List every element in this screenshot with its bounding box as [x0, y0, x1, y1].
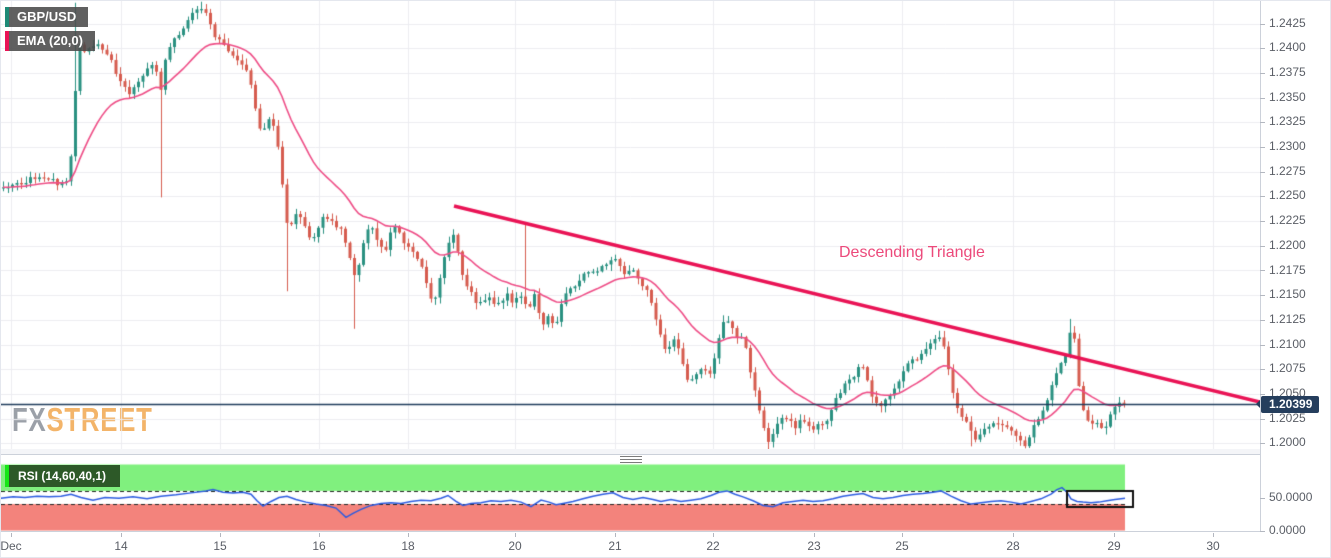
- price-axis-label: 1.2225: [1269, 213, 1306, 228]
- time-axis-tick: [1013, 533, 1014, 537]
- price-axis-label: 1.2300: [1269, 139, 1306, 153]
- price-axis-tick: [1260, 419, 1265, 420]
- rsi-axis-label: 0.0000: [1269, 522, 1306, 537]
- time-axis-tick: [11, 533, 12, 537]
- price-axis-label: 1.2075: [1269, 361, 1306, 376]
- price-axis-tick: [1260, 443, 1265, 444]
- rsi-legend-chip[interactable]: RSI (14,60,40,1): [5, 465, 121, 487]
- price-axis-label: 1.2175: [1269, 262, 1306, 277]
- rsi-axis-label: 50.0000: [1269, 489, 1313, 504]
- price-axis-label: 1.2275: [1269, 163, 1306, 178]
- rsi-indicator-canvas[interactable]: [1, 463, 1260, 532]
- price-axis-tick: [1260, 221, 1265, 222]
- price-axis-label: 1.2100: [1269, 336, 1306, 351]
- price-axis-label: 1.2375: [1269, 64, 1306, 79]
- time-axis-label: 21: [608, 539, 622, 553]
- price-axis-label: 1.2250: [1269, 188, 1306, 203]
- price-axis-label: 1.2125: [1269, 311, 1306, 326]
- time-axis-label: 23: [807, 539, 821, 553]
- time-axis-tick: [121, 533, 122, 537]
- time-axis-tick: [902, 533, 903, 537]
- time-axis-tick: [319, 533, 320, 537]
- time-axis-label: 15: [213, 539, 227, 553]
- price-axis-tick: [1260, 345, 1265, 346]
- price-axis-tick: [1260, 295, 1265, 296]
- time-axis-tick: [1213, 533, 1214, 537]
- price-axis-tick: [1260, 172, 1265, 173]
- time-axis-label: 30: [1206, 539, 1220, 553]
- price-axis-tick: [1260, 48, 1265, 49]
- price-axis-tick: [1260, 270, 1265, 271]
- price-axis-label: 1.2150: [1269, 287, 1306, 302]
- price-axis-tick: [1260, 98, 1265, 99]
- price-axis-tick: [1260, 122, 1265, 123]
- price-axis-tick: [1260, 369, 1265, 370]
- time-axis-tick: [713, 533, 714, 537]
- price-axis-tick: [1260, 24, 1265, 25]
- rsi-axis-tick: [1260, 531, 1265, 532]
- pane-divider: [1, 449, 1260, 455]
- time-axis-label: 22: [706, 539, 720, 553]
- time-axis-label: 28: [1006, 539, 1020, 553]
- time-axis-label: 29: [1107, 539, 1121, 553]
- price-axis-tick: [1260, 147, 1265, 148]
- time-axis-label: 16: [312, 539, 326, 553]
- descending-triangle-annotation[interactable]: Descending Triangle: [839, 244, 985, 261]
- price-axis-tick: [1260, 394, 1265, 395]
- price-axis-label: 1.2200: [1269, 237, 1306, 252]
- time-axis-label: Dec: [0, 539, 22, 553]
- time-axis-tick: [220, 533, 221, 537]
- rsi-legend-label: RSI (14,60,40,1): [18, 469, 107, 483]
- price-axis-border: [1260, 1, 1261, 532]
- time-axis-tick: [615, 533, 616, 537]
- rsi-pane-border: [1, 531, 1260, 532]
- pane-resize-handle[interactable]: [620, 456, 642, 464]
- ema-legend-chip[interactable]: EMA (20,0): [5, 31, 95, 51]
- time-axis-tick: [1114, 533, 1115, 537]
- price-axis-label: 1.2325: [1269, 114, 1306, 129]
- price-axis-tick: [1260, 320, 1265, 321]
- time-axis-tick: [515, 533, 516, 537]
- price-axis-label: 1.2025: [1269, 410, 1306, 425]
- price-axis-label: 1.2000: [1269, 435, 1306, 450]
- rsi-axis-tick: [1260, 498, 1265, 499]
- ema-legend-label: EMA (20,0): [17, 33, 83, 48]
- symbol-legend-label: GBP/USD: [17, 9, 77, 24]
- time-axis-label: 25: [895, 539, 909, 553]
- time-axis-label: 14: [114, 539, 128, 553]
- time-axis-label: 20: [508, 539, 522, 553]
- price-axis-label: 1.2350: [1269, 89, 1306, 104]
- price-axis[interactable]: 1.2425 1.2400 1.2375 1.2350 1.2325 1.2300 1.22…: [1260, 1, 1330, 537]
- time-axis-tick: [814, 533, 815, 537]
- price-axis-tick: [1260, 196, 1265, 197]
- time-axis-tick: [408, 533, 409, 537]
- time-axis[interactable]: Dec 14 15 16 18 20 21 22 23 25 28 29 30: [0, 533, 1330, 557]
- symbol-legend-chip[interactable]: GBP/USD: [5, 7, 89, 27]
- price-axis-label: 1.2400: [1269, 40, 1306, 55]
- price-chart-canvas[interactable]: [1, 1, 1260, 454]
- time-axis-label: 18: [401, 539, 415, 553]
- current-price-badge: 1.20399: [1255, 396, 1320, 413]
- price-axis-tick: [1260, 246, 1265, 247]
- price-axis-tick: [1260, 73, 1265, 74]
- price-axis-label: 1.2425: [1269, 15, 1306, 30]
